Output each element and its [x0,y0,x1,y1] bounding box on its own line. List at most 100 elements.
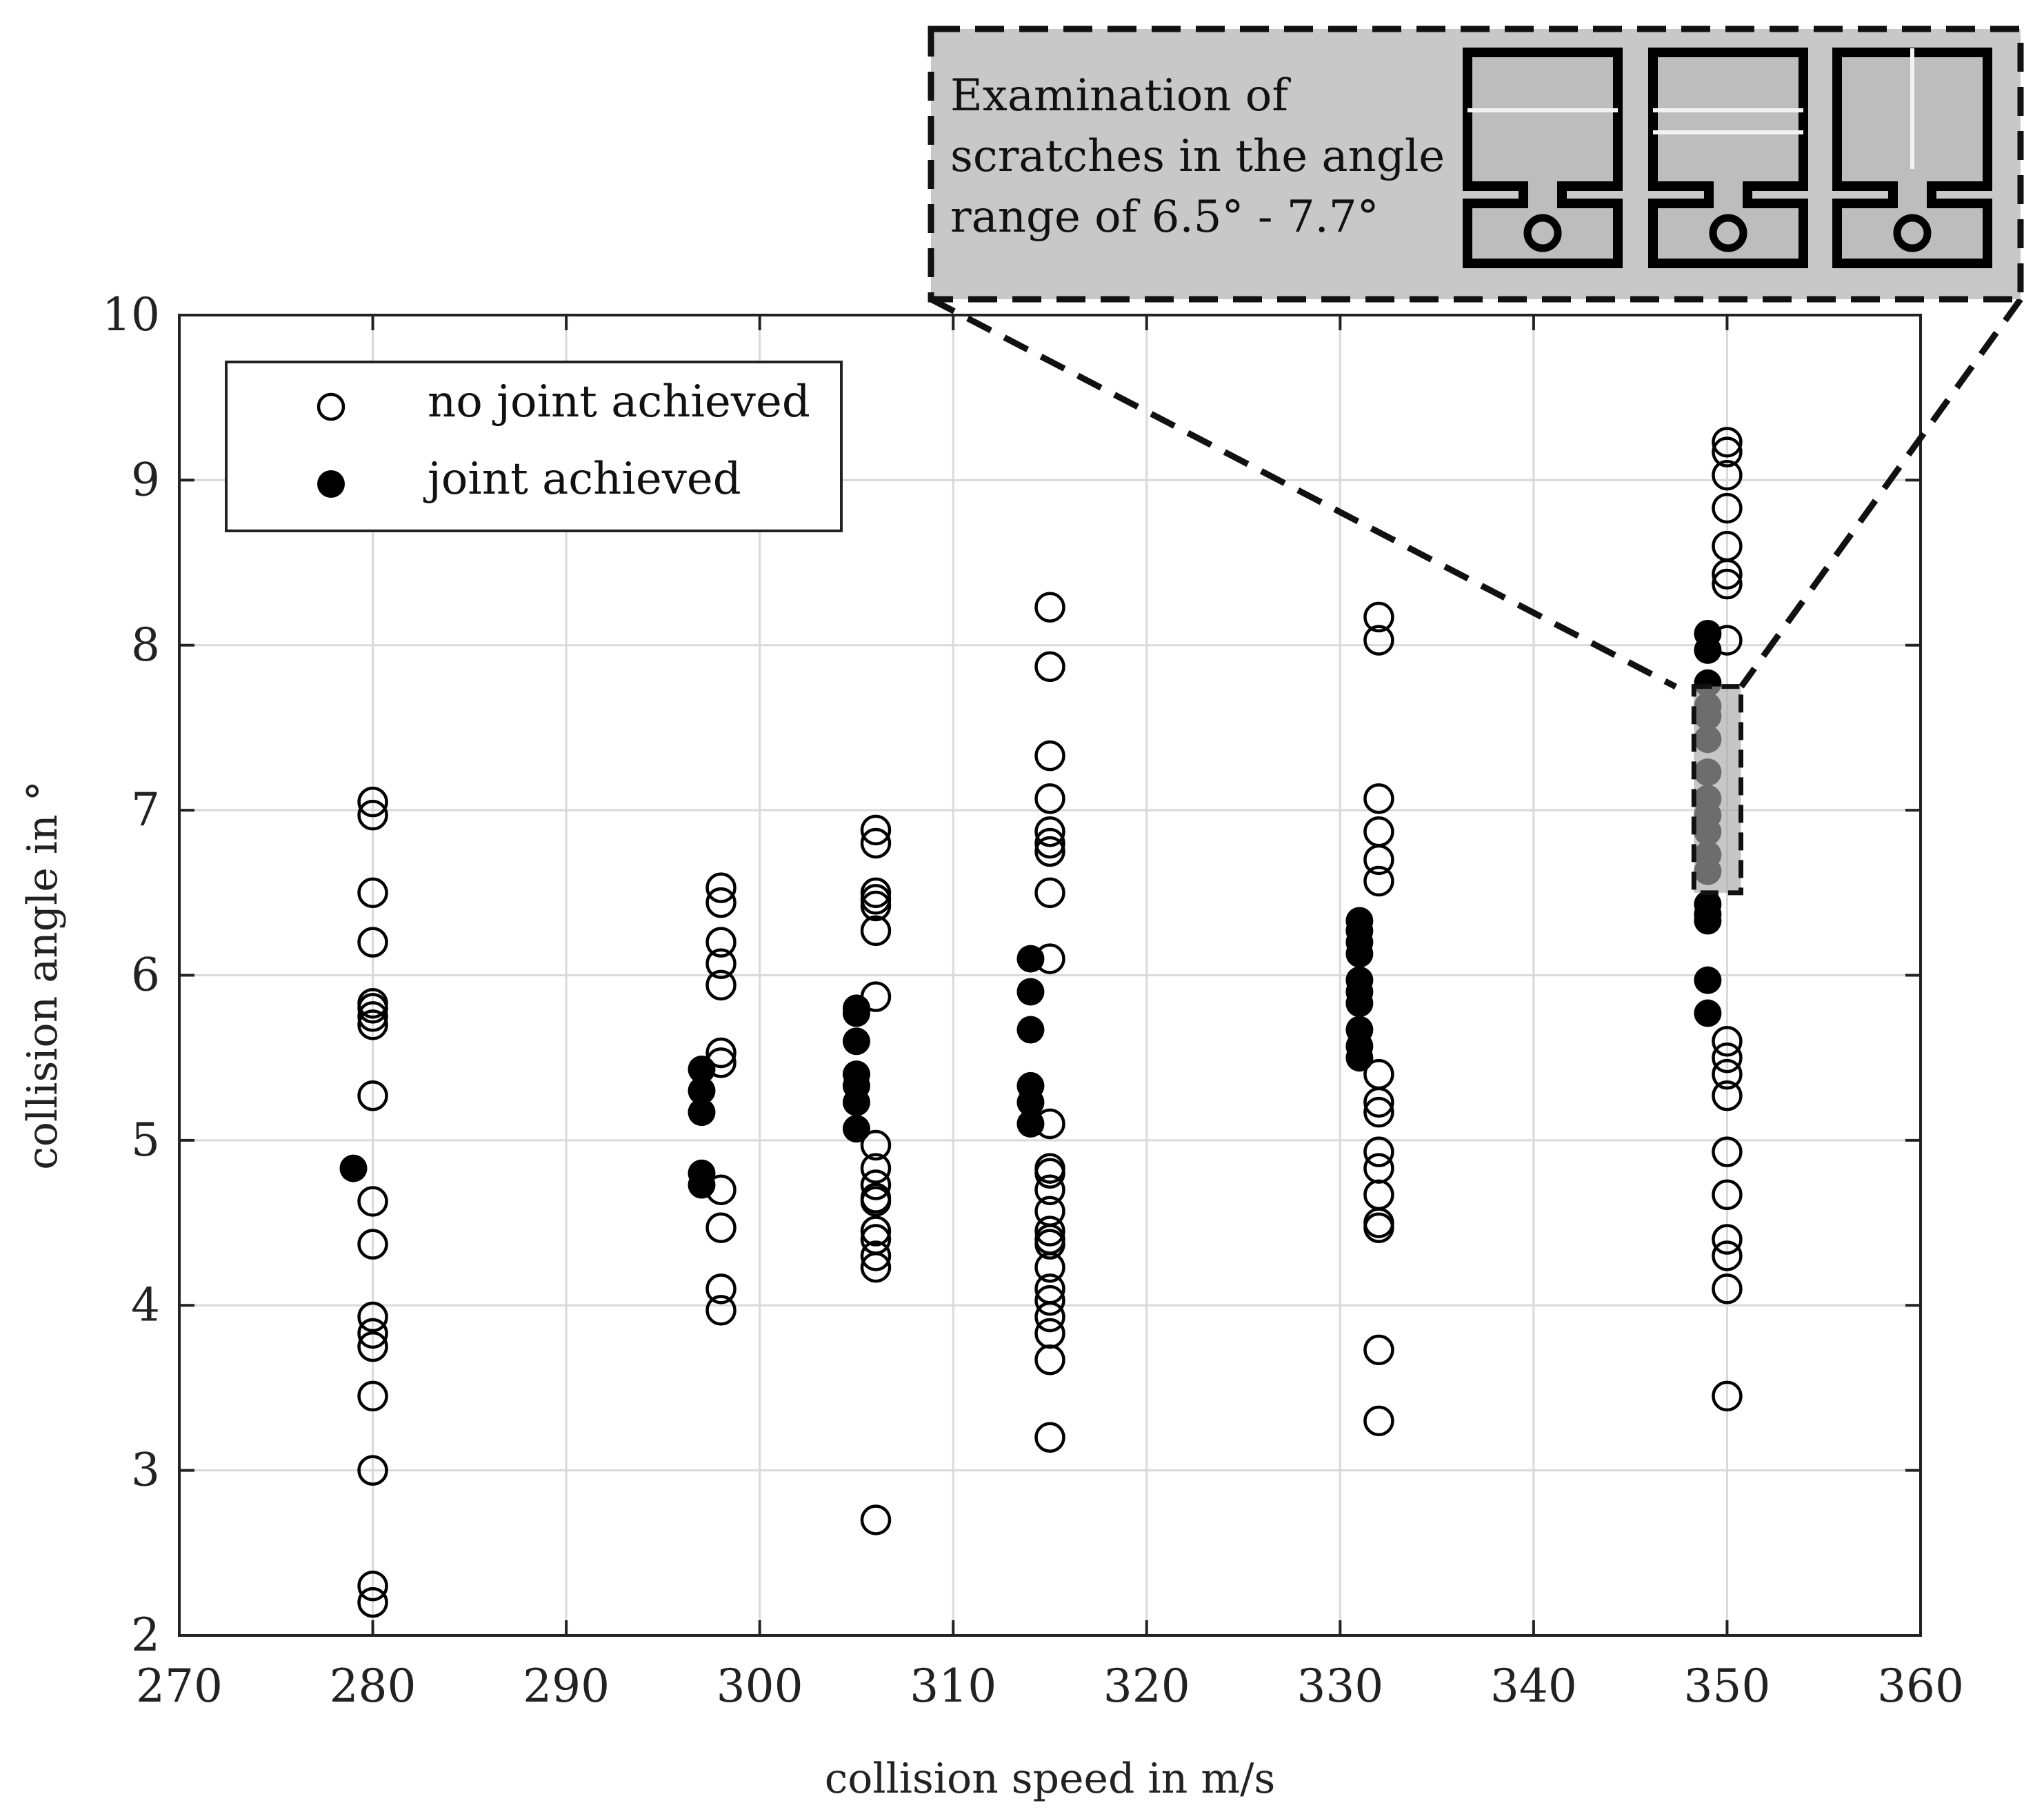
point-no-joint [357,800,388,831]
point-no-joint [860,1153,892,1184]
point-joint [339,1154,368,1182]
point-no-joint [1712,1136,1743,1167]
point-no-joint [1363,601,1394,633]
legend-open-circle-icon [317,392,345,421]
point-no-joint [705,969,737,1001]
x-tick-label: 340 [1490,1660,1577,1713]
point-no-joint [1712,1179,1743,1211]
y-tick-label: 8 [131,618,160,672]
point-no-joint [1712,1273,1743,1304]
point-no-joint [860,1169,892,1200]
point-joint [1345,989,1374,1018]
y-tick-label: 10 [102,288,160,341]
axis-ticks: 270 280 290 300 310 320 330 340 350 360 2 3 4 5 6 7 8 9 10 [102,288,1964,1713]
point-no-joint [357,1455,388,1486]
point-no-joint [705,1273,737,1304]
x-tick-label: 320 [1103,1660,1190,1713]
y-axis-label: collision angle in ° [19,780,67,1170]
point-no-joint [1712,1058,1743,1090]
x-tick-label: 270 [136,1660,223,1713]
point-no-joint [357,1001,388,1032]
point-no-joint [1034,592,1065,623]
point-no-joint [357,877,388,909]
x-tick-label: 310 [910,1660,996,1713]
point-no-joint [1034,1174,1065,1205]
point-no-joint [705,872,737,903]
legend-box [225,361,843,532]
legend-filled-circle-icon [317,470,345,498]
point-no-joint [357,786,388,818]
point-no-joint [1363,783,1394,814]
point-no-joint [1363,816,1394,847]
y-tick-label: 7 [131,783,160,836]
point-no-joint [1712,427,1743,458]
highlight-box [1691,684,1743,896]
point-joint [688,1171,716,1199]
point-joint [688,1077,716,1105]
legend: no joint achieved joint achieved [225,361,843,532]
y-tick-label: 6 [131,949,160,1002]
point-no-joint [1034,1216,1065,1247]
point-no-joint [1034,1318,1065,1349]
point-no-joint [860,1504,892,1535]
inset-annotation: Examination of scratches in the angle ra… [928,26,2024,303]
point-no-joint [705,1295,737,1326]
point-no-joint [1034,1301,1065,1333]
point-no-joint [357,1009,388,1040]
point-no-joint [860,1186,892,1217]
legend-label-joint: joint achieved [423,454,741,505]
point-joint [1345,940,1374,968]
point-no-joint [1363,1136,1394,1167]
y-tick-label: 9 [131,453,160,506]
point-no-joint [1712,492,1743,524]
point-joint [1694,907,1722,935]
point-joint [842,999,870,1027]
point-no-joint [1712,436,1743,467]
point-no-joint [357,1186,388,1217]
point-no-joint [860,814,892,846]
point-no-joint [860,915,892,947]
point-no-joint [860,827,892,859]
zoom-connector-left [929,296,1678,689]
x-tick-label: 300 [717,1660,803,1713]
point-no-joint [357,1570,388,1602]
point-joint [842,1115,870,1143]
point-no-joint [1712,568,1743,600]
x-tick-label: 280 [330,1660,417,1713]
specimen-vertical-scratch-icon [1832,48,1992,268]
point-no-joint [1712,1380,1743,1412]
point-joint [1694,636,1722,664]
legend-label-no-joint: no joint achieved [428,376,810,427]
point-joint [1345,1044,1374,1072]
inset-text-line-1: Examination of [950,70,1291,121]
point-no-joint [1034,740,1065,772]
data-markers [339,427,1743,1618]
point-no-joint [357,993,388,1024]
point-joint [842,1088,870,1116]
point-joint [1694,966,1722,994]
point-no-joint [860,884,892,915]
specimen-double-scratch-icon [1648,48,1808,268]
point-no-joint [1034,877,1065,909]
point-no-joint [1034,1229,1065,1260]
point-no-joint [860,1240,892,1271]
point-joint [688,1055,716,1083]
inset-text-line-2: scratches in the angle [950,131,1445,182]
point-no-joint [357,927,388,958]
x-tick-label: 330 [1296,1660,1383,1713]
point-no-joint [1363,1096,1394,1128]
point-joint [1016,945,1045,973]
y-tick-label: 2 [131,1609,160,1662]
point-no-joint [357,1229,388,1260]
point-no-joint [1034,783,1065,814]
point-no-joint [357,1380,388,1412]
point-no-joint [1034,816,1065,847]
point-no-joint [1363,1212,1394,1243]
point-no-joint [1034,827,1065,859]
point-no-joint [705,927,737,958]
point-no-joint [860,890,892,922]
y-tick-label: 4 [131,1278,160,1331]
point-joint [688,1098,716,1127]
point-joint [1694,999,1722,1027]
inset-text-line-3: range of 6.5° - 7.7° [950,192,1379,243]
